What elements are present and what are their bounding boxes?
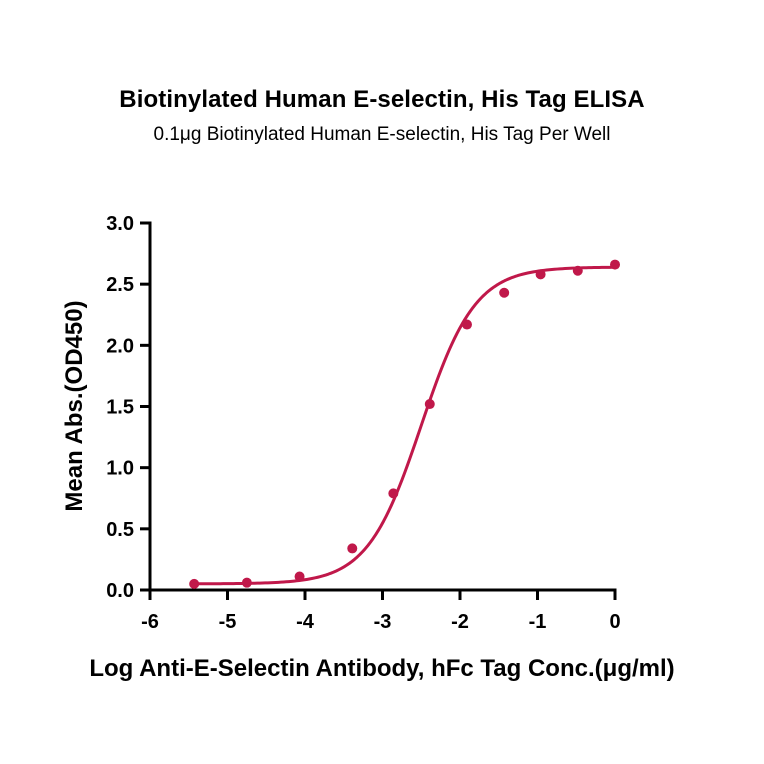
data-point bbox=[241, 577, 252, 588]
y-tick-label: 2.0 bbox=[106, 335, 134, 357]
data-point bbox=[347, 543, 358, 554]
y-tick-label: 0.0 bbox=[106, 580, 134, 602]
fit-curve bbox=[192, 265, 617, 586]
x-tick-label: -2 bbox=[451, 611, 469, 633]
x-tick-label: -3 bbox=[374, 611, 392, 633]
data-point bbox=[424, 399, 435, 410]
x-tick-label: 0 bbox=[609, 611, 620, 633]
data-point bbox=[189, 578, 200, 589]
x-tick-label: -6 bbox=[141, 611, 159, 633]
x-tick-label: -4 bbox=[296, 611, 315, 633]
x-tick-label: -5 bbox=[219, 611, 237, 633]
y-axis-title: Mean Abs.(OD450) bbox=[61, 300, 88, 511]
data-point bbox=[461, 319, 472, 330]
fit-curve-group bbox=[192, 265, 617, 586]
y-tick-label: 3.0 bbox=[106, 213, 134, 235]
chart-subtitle: 0.1μg Biotinylated Human E-selectin, His… bbox=[153, 124, 611, 145]
chart-title: Biotinylated Human E-selectin, His Tag E… bbox=[119, 86, 645, 113]
data-point bbox=[294, 571, 305, 582]
data-point bbox=[535, 269, 546, 280]
data-point bbox=[388, 488, 399, 499]
data-point bbox=[610, 259, 620, 270]
y-tick-label: 0.5 bbox=[106, 519, 134, 541]
data-point bbox=[499, 287, 510, 298]
x-axis-title: Log Anti-E-Selectin Antibody, hFc Tag Co… bbox=[89, 655, 674, 682]
data-point bbox=[572, 265, 583, 276]
data-points bbox=[189, 259, 620, 589]
y-tick-label: 2.5 bbox=[106, 274, 134, 296]
y-tick-label: 1.5 bbox=[106, 397, 134, 419]
y-tick-label: 1.0 bbox=[106, 458, 134, 480]
axes: 0.0 0.5 1.0 1.5 2.0 2.5 3.0 -6 -5 -4 -3 -2 -1 0 bbox=[106, 213, 620, 633]
x-tick-label: -1 bbox=[529, 611, 547, 633]
